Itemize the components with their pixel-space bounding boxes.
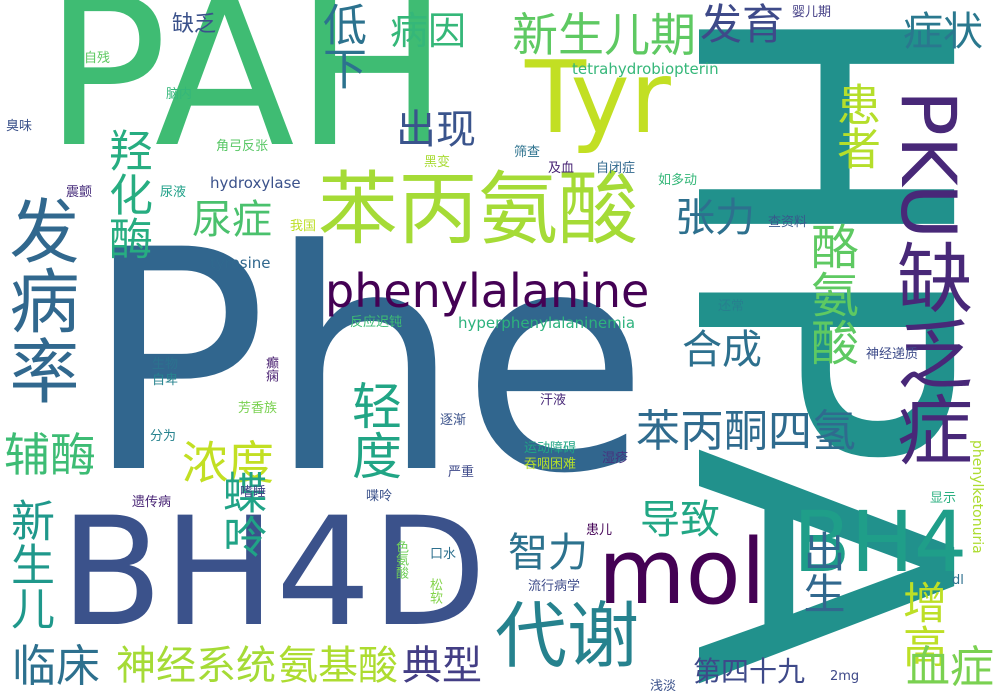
word-fenwei: 分为 (150, 429, 177, 444)
word-pah: PAH (44, 0, 449, 193)
word-benbingtong: 苯丙酮四氢 (636, 406, 856, 457)
word-tyrosine: tyrosine (210, 254, 271, 272)
word-disishijiu: 第四十九 (693, 655, 806, 688)
word-heibian: 黑变 (424, 155, 451, 170)
word-pku: PKU缺乏症 (884, 90, 973, 468)
word-zican: 自残 (84, 51, 111, 66)
word-ruduodong: 如多动 (658, 173, 698, 188)
word-fanyingchidun: 反应迟钝 (350, 315, 403, 330)
word-fabinglv: 发病率 (0, 195, 80, 405)
word-zhenchan: 震颤 (66, 185, 93, 200)
word-mol: mol (598, 520, 766, 625)
word-bh4: BH4 (793, 493, 968, 591)
word-phenylketonuria: phenylketonuria (969, 440, 985, 554)
word-bingyin: 病因 (390, 9, 467, 53)
word-naonei: 脑内 (166, 87, 193, 102)
word-hecheng: 合成 (682, 327, 762, 373)
word-dianxing: 典型 (402, 643, 482, 689)
word-quefa: 缺乏 (172, 12, 217, 37)
word-zibizheng: 自闭症 (596, 161, 636, 176)
word-zhujian: 逐渐 (440, 413, 467, 428)
word-yundongzhangai: 运动障碍 (524, 441, 577, 456)
word-fayu: 发育 (700, 0, 785, 49)
word-haichang: 还常 (718, 299, 745, 314)
word-chaziliao: 查资料 (768, 215, 808, 230)
word-chusheng: 出生 (797, 530, 846, 614)
word-qiandan: 浅淡 (650, 679, 677, 694)
word-tetrahydrobiopterin: tetrahydrobiopterin (572, 60, 719, 78)
word-tunyankunnan: 吞咽困难 (524, 457, 577, 472)
word-phenylalanine-cn: 苯丙氨酸 (318, 163, 638, 256)
word-laoansuan: 酪氨酸 (802, 222, 858, 366)
word-dieling-small: 喋呤 (366, 489, 393, 504)
word-dl: dl (952, 573, 964, 588)
word-dieling: 蝶呤 (215, 470, 266, 558)
word-shenjingdizhi: 神经递质 (866, 347, 919, 362)
word-fumei: 辅酶 (4, 428, 96, 482)
word-xuezheng: 血症 (906, 642, 994, 693)
word-shengwu: 生物 (152, 357, 179, 372)
word-jiaogongfanzhang: 角弓反张 (216, 139, 269, 154)
word-bh4d: BH4D (60, 486, 487, 660)
word-songruan: 松软 (427, 578, 442, 604)
word-zhengzhuang: 症状 (903, 9, 983, 55)
word-daixie: 代谢 (495, 594, 640, 678)
word-koushui: 口水 (430, 547, 457, 562)
word-yanzhong: 严重 (448, 465, 475, 480)
word-qianghuamei: 羟化酶 (101, 128, 152, 260)
word-hanye: 汗液 (540, 393, 567, 408)
word-fangxiangzu: 芳香族 (238, 401, 278, 416)
word-qingdu: 轻度 (344, 380, 402, 480)
word-phenylalanine: phenylalanine (325, 264, 650, 318)
word-zibei: 自卑 (152, 373, 179, 388)
word-dianxian: 癫痫 (263, 356, 278, 382)
word-yichuanbing: 遗传病 (132, 495, 172, 510)
word-woguo: 我国 (290, 219, 317, 234)
word-huaner: 患儿 (586, 523, 613, 538)
word-xianshi: 显示 (930, 491, 957, 506)
word-yingerqi: 婴儿期 (792, 5, 832, 20)
word-hyperphenylalaninemia: hyperphenylalaninemia (458, 314, 636, 332)
word-phe: Phe (84, 185, 649, 540)
word-hpa: HPA (616, 0, 1000, 687)
word-zhili: 智力 (508, 530, 588, 576)
word-xinshenger: 新生儿 (3, 498, 54, 630)
word-hydroxylase: hydroxylase (210, 174, 301, 192)
word-jixue: 及血 (548, 161, 575, 176)
word-liuxingbingxue: 流行病学 (528, 579, 581, 594)
word-niaozheng: 尿症 (192, 197, 272, 243)
word-linchuang: 临床 (12, 641, 100, 692)
word-chuxian: 出现 (396, 107, 476, 153)
word-2mg: 2mg (830, 669, 860, 684)
word-seansuan: 色氨酸 (393, 540, 408, 579)
word-anjisuan: 氨基酸 (278, 643, 398, 689)
word-nongdu: 浓度 (182, 436, 274, 490)
word-daozhi: 导致 (640, 497, 720, 543)
word-chouwei: 臭味 (6, 119, 33, 134)
word-huanzhe: 患者 (829, 82, 880, 170)
word-xinshengerqi: 新生儿期 (512, 8, 696, 62)
word-shizhen: 湿疹 (602, 451, 629, 466)
word-tyr: Tyr (525, 39, 671, 156)
word-shenjingxitong: 神经系统 (116, 643, 276, 689)
word-shaicha: 筛查 (514, 145, 541, 160)
word-dixia: 低下 (315, 2, 366, 90)
word-zhangli: 张力 (675, 195, 755, 241)
word-zenggao: 增高 (895, 580, 946, 668)
word-shishui: 嗜睡 (240, 485, 267, 500)
word-niaoye: 尿液 (160, 185, 187, 200)
